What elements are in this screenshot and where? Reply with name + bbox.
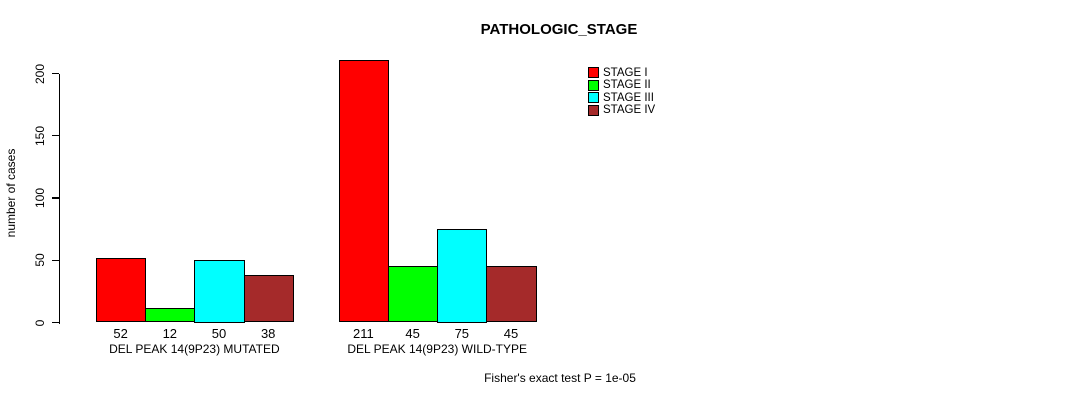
y-axis-tick [52, 135, 59, 137]
legend-item-stage-iii: STAGE III [588, 92, 654, 104]
bar-stage-i-wild-type [338, 59, 389, 323]
legend-swatch-stage-iii [588, 92, 599, 104]
y-axis-tick [52, 259, 59, 261]
annotation-fisher-test: Fisher's exact test P = 1e-05 [484, 371, 636, 385]
legend-label: STAGE III [603, 91, 654, 104]
y-axis-line [59, 73, 61, 324]
bar-stage-iii-wild-type [437, 229, 488, 323]
bar-value-label: 12 [162, 325, 178, 341]
bar-value-label: 211 [353, 325, 374, 341]
bar-value-label: 45 [405, 325, 420, 341]
y-axis-tick-label: 50 [33, 253, 47, 267]
y-axis-tick-label: 100 [33, 187, 47, 209]
bar-value-label: 45 [503, 325, 519, 341]
bar-stage-iv-wild-type [486, 266, 537, 323]
y-axis-tick-label: 0 [33, 319, 47, 326]
bar-stage-iii-mutated [194, 260, 245, 323]
bar-stage-i-mutated [96, 257, 147, 323]
legend-item-stage-iv: STAGE IV [588, 104, 655, 116]
y-axis-tick-label: 200 [33, 63, 47, 84]
legend-label: STAGE I [603, 66, 648, 79]
bar-value-label: 50 [211, 325, 227, 341]
bar-value-label: 75 [454, 325, 470, 341]
legend-label: STAGE IV [603, 104, 656, 117]
bar-stage-iv-mutated [243, 275, 294, 323]
legend-item-stage-ii: STAGE II [588, 79, 651, 91]
bar-value-label: 52 [113, 325, 128, 341]
y-axis-tick-label: 150 [33, 125, 47, 146]
bar-value-label: 38 [260, 325, 276, 341]
legend-label: STAGE II [603, 79, 651, 92]
x-category-label-wild-type: DEL PEAK 14(9P23) WILD-TYPE [347, 341, 527, 356]
legend-swatch-stage-i [588, 67, 599, 78]
y-axis-tick [52, 72, 59, 75]
bar-stage-ii-mutated [145, 307, 196, 323]
chart-title: PATHOLOGIC_STAGE [480, 21, 638, 38]
bar-stage-ii-wild-type [388, 266, 439, 323]
legend-item-stage-i: STAGE I [588, 67, 648, 79]
legend-swatch-stage-iv [588, 104, 599, 116]
y-axis-tick [52, 197, 59, 199]
y-axis-label: number of cases [4, 148, 18, 238]
legend-swatch-stage-ii [588, 79, 599, 91]
y-axis-tick [52, 321, 59, 324]
x-category-label-mutated: DEL PEAK 14(9P23) MUTATED [109, 341, 280, 356]
